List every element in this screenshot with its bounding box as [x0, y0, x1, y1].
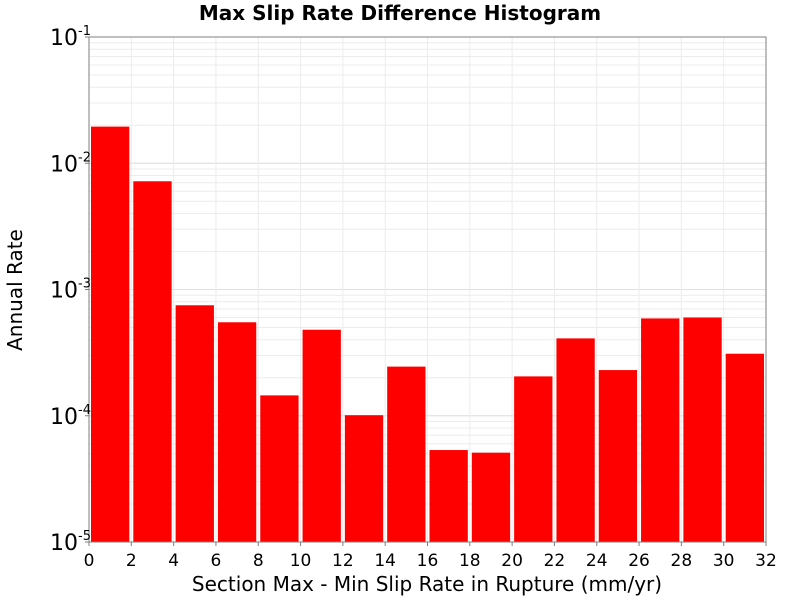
x-tick-label: 10 [290, 551, 312, 571]
x-tick-label: 30 [713, 551, 735, 571]
y-tick-label: 10-4 [50, 403, 91, 430]
x-tick-label: 0 [84, 551, 95, 571]
histogram-bar [387, 366, 426, 542]
x-tick-label: 12 [332, 551, 354, 571]
x-tick-label: 22 [544, 551, 566, 571]
histogram-bar [556, 338, 595, 542]
y-tick-label-exponent: -4 [78, 403, 91, 418]
x-tick-label: 6 [211, 551, 222, 571]
histogram-bar [217, 322, 257, 542]
histogram-bar [133, 181, 172, 542]
y-tick-label: 10-2 [50, 150, 91, 177]
y-tick-label-exponent: -3 [78, 277, 91, 292]
histogram-bar [471, 452, 511, 542]
histogram-bar [302, 329, 341, 542]
y-tick-label-base: 10 [50, 152, 78, 177]
x-axis-ticks: 0 2 4 6 8 10 12 14 16 18 20 22 24 26 28 30 32 [84, 542, 777, 571]
histogram-bar [429, 450, 468, 542]
x-tick-label: 24 [586, 551, 608, 571]
y-tick-label: 10-5 [50, 529, 91, 556]
histogram-bar [260, 395, 299, 542]
histogram-bar [641, 318, 680, 542]
histogram-bar [683, 317, 722, 542]
chart-title: Max Slip Rate Difference Histogram [199, 1, 601, 25]
histogram-bar [175, 305, 214, 542]
x-tick-label: 2 [126, 551, 137, 571]
y-axis-ticks: 10-510-410-310-210-1 [50, 24, 91, 556]
y-tick-label: 10-1 [50, 24, 91, 51]
y-tick-label: 10-3 [50, 277, 91, 304]
histogram-bar [725, 353, 764, 542]
histogram-bar [514, 376, 553, 542]
histogram-bar [344, 415, 384, 542]
x-tick-label: 16 [417, 551, 439, 571]
x-axis-label: Section Max - Min Slip Rate in Rupture (… [192, 572, 662, 596]
x-tick-label: 28 [671, 551, 693, 571]
x-tick-label: 8 [253, 551, 264, 571]
bars-layer [91, 126, 764, 543]
x-tick-label: 20 [501, 551, 523, 571]
x-tick-label: 4 [168, 551, 179, 571]
histogram-bar [91, 126, 130, 543]
x-tick-label: 26 [628, 551, 650, 571]
y-tick-label-base: 10 [50, 26, 78, 51]
x-tick-label: 18 [459, 551, 481, 571]
histogram-bar [598, 370, 638, 542]
y-tick-label-base: 10 [50, 405, 78, 430]
x-tick-label: 32 [755, 551, 777, 571]
y-tick-label-exponent: -5 [78, 529, 91, 544]
y-tick-label-exponent: -2 [78, 150, 91, 165]
y-tick-label-exponent: -1 [78, 24, 91, 39]
y-tick-label-base: 10 [50, 531, 78, 556]
y-axis-label: Annual Rate [3, 229, 27, 351]
x-tick-label: 14 [374, 551, 396, 571]
y-tick-label-base: 10 [50, 279, 78, 304]
